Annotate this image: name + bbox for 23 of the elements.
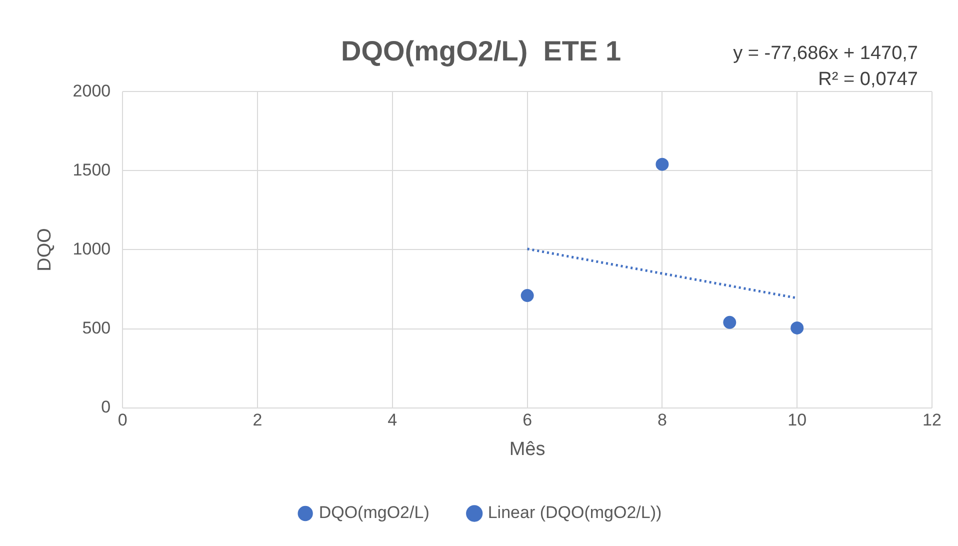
x-axis-title: Mês (509, 438, 546, 460)
point (723, 316, 736, 329)
point (520, 289, 534, 302)
y-axis-title: DQO (34, 228, 56, 272)
x-tick-label: 0 (118, 410, 128, 430)
y-tick-label: 2000 (72, 81, 111, 100)
text: R² = 0,0747 (818, 69, 918, 90)
y-tick-label: 1500 (72, 160, 111, 180)
text: y = -77,686x + 1470,7 (733, 43, 918, 64)
x-tick-label: 12 (922, 410, 942, 430)
y-tick-label: 500 (82, 318, 111, 338)
legend-label: Linear (DQO(mgO2/L)) (488, 503, 662, 522)
x-tick-label: 10 (788, 410, 807, 430)
point (656, 158, 669, 171)
y-tick-label: 1000 (72, 239, 111, 258)
y-tick-label: 0 (101, 397, 111, 416)
x-tick-label: 8 (657, 410, 667, 430)
x-tick-label: 4 (388, 410, 398, 430)
point (790, 321, 804, 334)
legend-label: DQO(mgO2/L) (318, 503, 430, 522)
x-tick-label: 2 (252, 410, 262, 430)
x-tick-label: 6 (522, 410, 532, 430)
chart-title: DQO(mgO2/L) ETE 1 (340, 36, 622, 67)
